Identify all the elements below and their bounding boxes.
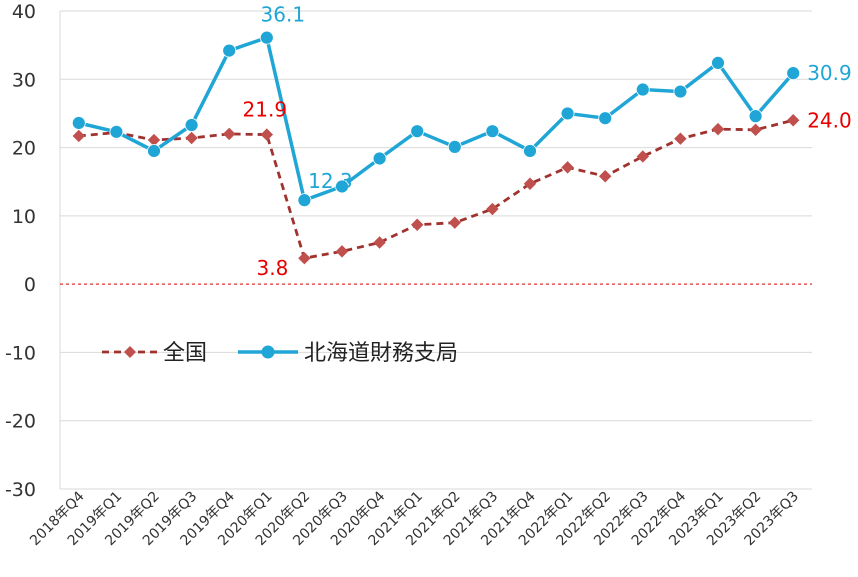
y-tick-label: -30 [5, 479, 36, 501]
data-point [786, 114, 800, 127]
data-point [561, 161, 574, 174]
data-point [749, 123, 762, 137]
data-point [560, 106, 575, 121]
data-point [72, 129, 86, 143]
data-point [674, 132, 687, 145]
data-point [373, 236, 386, 249]
data-point [485, 124, 500, 139]
data-point [335, 245, 349, 258]
data-label: 30.9 [807, 61, 852, 85]
y-tick-label: 30 [12, 69, 36, 91]
data-label: 36.1 [261, 3, 306, 27]
data-point [673, 84, 688, 99]
series-line [78, 118, 794, 260]
series-layer [71, 30, 801, 265]
data-label: 24.0 [807, 108, 852, 132]
data-point [147, 144, 161, 158]
data-point [748, 109, 763, 124]
legend-label: 全国 [163, 341, 207, 366]
data-point [636, 150, 650, 163]
data-point [222, 43, 237, 58]
data-point [523, 177, 537, 190]
data-point [185, 131, 198, 145]
data-point [335, 179, 349, 194]
data-point [786, 66, 801, 81]
legend-label: 北海道財務支局 [304, 341, 458, 366]
series-line [78, 35, 795, 203]
data-point [259, 30, 274, 45]
data-point [410, 124, 425, 139]
data-point [598, 170, 612, 183]
data-point [372, 151, 387, 166]
data-point [71, 116, 86, 130]
data-point [448, 216, 462, 229]
legend-swatch-marker [124, 346, 136, 358]
x-axis-ticks: 2018年Q42019年Q12019年Q22019年Q32019年Q42020年… [27, 488, 802, 549]
data-point [109, 124, 124, 139]
data-point [222, 127, 236, 141]
series-0 [72, 114, 800, 265]
series-1 [71, 30, 801, 208]
data-point [297, 193, 312, 208]
data-label: 12.3 [308, 169, 353, 193]
y-tick-label: 0 [24, 274, 36, 296]
data-point [598, 111, 613, 126]
data-point [184, 118, 199, 132]
data-point [711, 55, 725, 70]
y-tick-label: -10 [5, 342, 36, 364]
data-point [260, 128, 274, 141]
data-point [523, 144, 537, 158]
y-tick-label: 20 [12, 138, 36, 160]
y-tick-label: -20 [5, 411, 36, 433]
data-point [635, 82, 650, 97]
y-tick-label: 40 [12, 1, 36, 23]
data-label: 3.8 [256, 256, 288, 280]
legend-swatch-marker [261, 345, 275, 359]
data-point [410, 218, 424, 231]
y-axis-ticks: 40 30 20 10 0 -10 -20 -30 [5, 1, 36, 501]
data-labels: 21.9 3.8 24.0 36.1 12.3 30.9 [243, 3, 852, 281]
data-point [486, 202, 499, 216]
y-tick-label: 10 [12, 206, 36, 228]
data-point [447, 139, 462, 154]
gridlines [59, 10, 812, 490]
data-point [711, 122, 725, 136]
data-point [147, 133, 161, 147]
legend: 全国 北海道財務支局 [102, 341, 458, 366]
data-label: 21.9 [243, 98, 288, 122]
data-point [298, 251, 311, 265]
